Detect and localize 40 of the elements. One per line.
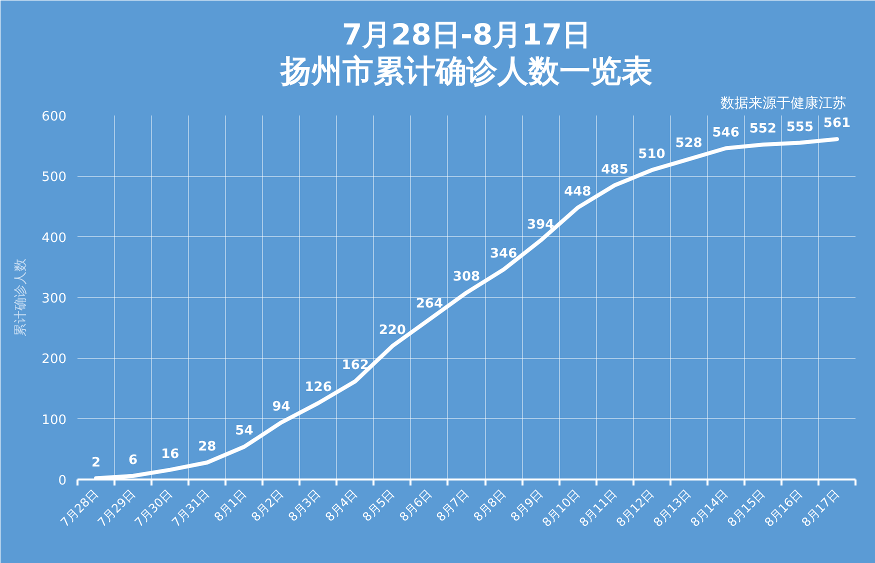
data-label: 555 xyxy=(786,120,814,135)
x-tick-label: 8月4日 xyxy=(322,486,360,524)
data-label: 6 xyxy=(128,452,138,468)
text: 数据来源于健康江苏 xyxy=(720,96,846,112)
data-label: 448 xyxy=(564,184,592,200)
x-tick-label: 8月1日 xyxy=(211,486,250,524)
data-label: 308 xyxy=(452,270,480,285)
data-label: 552 xyxy=(749,122,776,137)
data-label: 28 xyxy=(198,440,216,455)
data-label: 264 xyxy=(416,296,444,312)
data-label: 2 xyxy=(92,455,101,470)
data-label: 528 xyxy=(675,136,702,152)
chart-subtitle: 扬州市累计确诊人数一览表 xyxy=(280,54,652,90)
y-tick-label: 200 xyxy=(42,352,67,368)
data-label: 54 xyxy=(235,424,254,439)
data-label: 162 xyxy=(342,358,369,374)
x-tick-label: 8月6日 xyxy=(396,486,434,524)
x-tick-label: 8月3日 xyxy=(286,486,324,524)
y-tick-label: 0 xyxy=(58,474,67,488)
data-label: 346 xyxy=(490,246,518,262)
x-tick-label: 8月7日 xyxy=(434,486,472,524)
data-label: 394 xyxy=(527,217,554,232)
y-tick-label: 300 xyxy=(42,292,67,306)
data-label: 485 xyxy=(601,162,628,178)
data-label: 561 xyxy=(823,116,851,132)
y-tick-label: 400 xyxy=(42,230,67,246)
data-label: 94 xyxy=(272,399,290,414)
chart-title: 7月28日-8月17日 xyxy=(342,18,592,52)
data-label: 16 xyxy=(161,446,180,462)
data-label: 546 xyxy=(712,125,740,140)
data-label: 220 xyxy=(378,323,406,338)
x-tick-label: 8月8日 xyxy=(470,486,509,524)
data-label: 510 xyxy=(638,147,666,162)
y-axis-title: 累计确诊人数 xyxy=(14,258,29,336)
data-label: 126 xyxy=(304,380,332,396)
x-tick-label: 8月2日 xyxy=(248,486,286,524)
y-tick-label: 600 xyxy=(42,110,67,124)
y-tick-label: 500 xyxy=(42,170,67,186)
x-tick-label: 8月5日 xyxy=(360,486,398,524)
y-tick-label: 100 xyxy=(42,412,67,428)
